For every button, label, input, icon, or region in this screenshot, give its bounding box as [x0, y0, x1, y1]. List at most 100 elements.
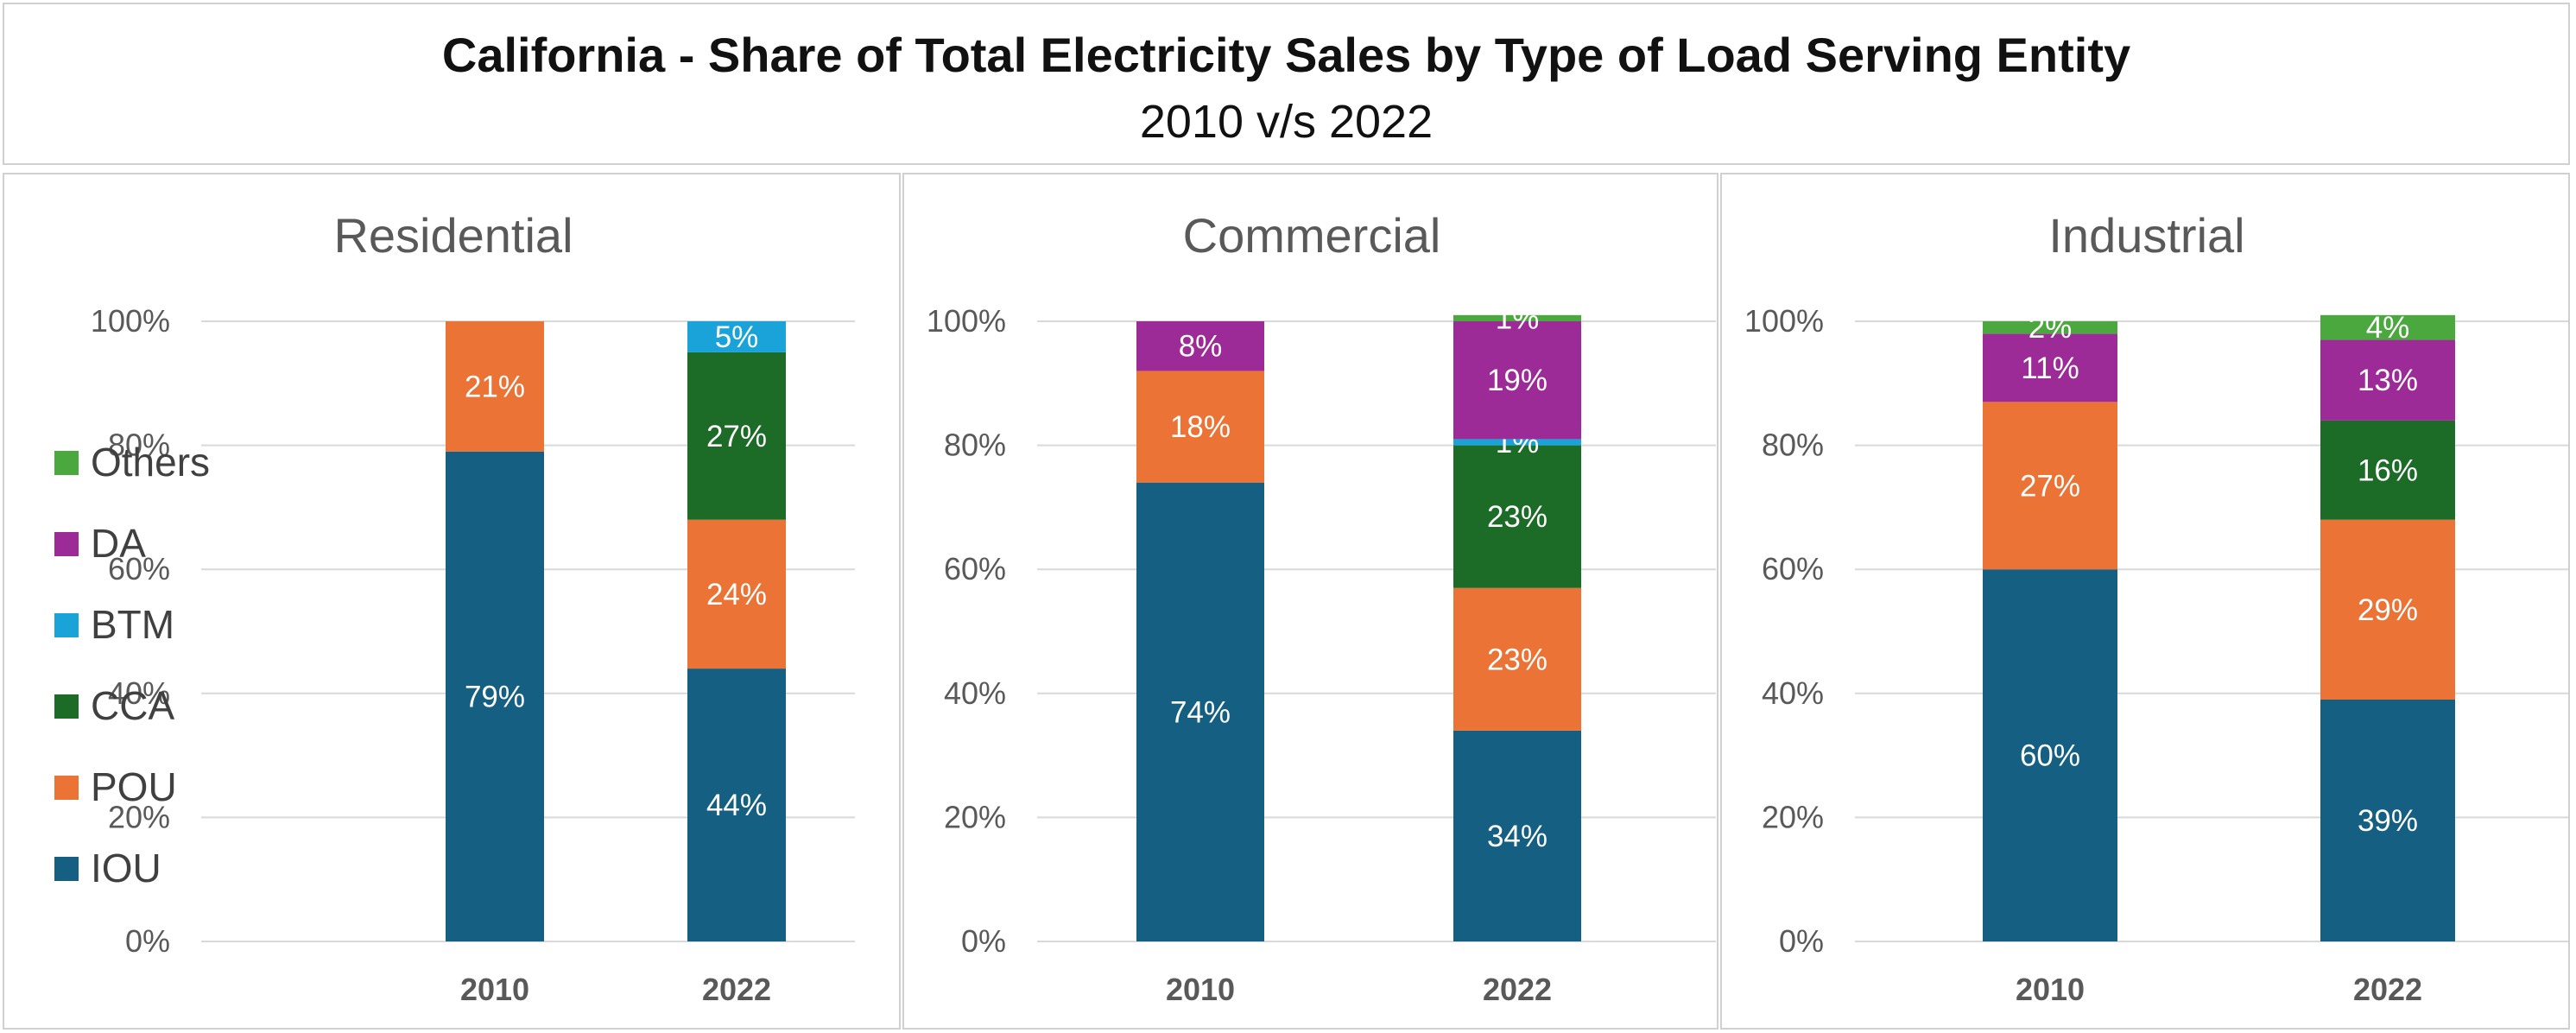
- chart-header: California - Share of Total Electricity …: [3, 3, 2570, 165]
- bar-2022-cca: [687, 352, 786, 520]
- legend-label-da: DA: [91, 521, 146, 566]
- x-category-label: 2010: [460, 972, 529, 1007]
- legend-swatch-da: [54, 532, 79, 556]
- chart-title: California - Share of Total Electricity …: [441, 28, 2131, 82]
- legend-label-cca: CCA: [91, 683, 175, 728]
- data-label: 4%: [2366, 311, 2410, 345]
- commercial-chart: Commercial 0% 20% 40% 60% 80% 100% 74% 18% 8% 2010…: [927, 208, 1716, 1007]
- bar-2010-iou: [1136, 482, 1264, 941]
- bar-2022-cca: [1453, 445, 1581, 588]
- bar-2022-pou: [687, 519, 786, 669]
- data-label: 74%: [1170, 695, 1231, 729]
- industrial-chart: Industrial 0% 20% 40% 60% 80% 100% 60% 27% 11% 2% 2…: [1744, 208, 2568, 1007]
- bar-2022-da: [2320, 339, 2455, 421]
- x-category-label: 2022: [1483, 972, 1552, 1007]
- data-label: 39%: [2358, 804, 2418, 838]
- bar-2010-iou: [1983, 569, 2117, 941]
- data-label: 79%: [465, 680, 525, 713]
- residential-chart: Residential 0% 20% 40% 60% 80% 100% 79% 21% 2010 4…: [91, 208, 855, 1007]
- x-category-label: 2010: [2016, 972, 2085, 1007]
- y-tick-label: 40%: [1762, 675, 1824, 711]
- y-tick-label: 60%: [1762, 551, 1824, 586]
- residential-panel: Residential 0% 20% 40% 60% 80% 100% 79% 21% 2010 4…: [3, 173, 901, 1030]
- y-tick-label: 60%: [108, 551, 170, 586]
- legend-item-pou: POU: [47, 750, 255, 831]
- data-label: 27%: [2020, 469, 2080, 503]
- y-tick-label: 80%: [1762, 428, 1824, 463]
- data-label: 5%: [715, 320, 759, 354]
- y-tick-label: 100%: [91, 303, 170, 339]
- data-label: 21%: [465, 370, 525, 403]
- bar-2010-pou: [1983, 402, 2117, 570]
- bar-2022-pou: [1453, 587, 1581, 731]
- bar-2010-iou: [446, 451, 544, 941]
- bar-2010-da: [1136, 321, 1264, 371]
- data-label: 18%: [1170, 410, 1231, 444]
- x-category-label: 2022: [2353, 972, 2422, 1007]
- data-label: 13%: [2358, 364, 2418, 397]
- data-label: 1%: [1496, 301, 1540, 335]
- industrial-panel: Industrial 0% 20% 40% 60% 80% 100% 60% 27% 11% 2% 2…: [1720, 173, 2570, 1030]
- data-label: 2%: [2029, 311, 2073, 345]
- legend-label-btm: BTM: [91, 602, 175, 647]
- y-tick-label: 80%: [108, 428, 170, 463]
- bar-2022-btm: [687, 321, 786, 352]
- y-tick-label: 0%: [961, 923, 1006, 959]
- data-label: 60%: [2020, 739, 2080, 773]
- bar-2010-da: [1983, 333, 2117, 402]
- bar-2010-pou: [446, 321, 544, 452]
- y-tick-label: 100%: [1744, 303, 1824, 339]
- y-tick-label: 0%: [1779, 923, 1824, 959]
- bar-2022-da: [1453, 321, 1581, 440]
- data-label: 27%: [706, 420, 767, 453]
- legend-label-pou: POU: [91, 764, 177, 809]
- data-label: 16%: [2358, 453, 2418, 487]
- bar-2022-iou: [1453, 730, 1581, 941]
- bar-2022-pou: [2320, 519, 2455, 700]
- legend-swatch-cca: [54, 694, 79, 719]
- y-tick-label: 0%: [125, 923, 170, 959]
- bar-2010-others: [1983, 321, 2117, 334]
- legend-swatch-iou: [54, 857, 79, 881]
- legend-item-cca: CCA: [47, 669, 255, 750]
- data-label: 23%: [1487, 500, 1547, 534]
- legend: Others DA BTM CCA POU IOU: [47, 425, 255, 912]
- chart-subtitle: 2010 v/s 2022: [1139, 96, 1434, 148]
- data-label: 11%: [2021, 352, 2079, 385]
- legend-item-btm: BTM: [47, 587, 255, 669]
- legend-swatch-btm: [54, 613, 79, 637]
- commercial-title: Commercial: [1183, 208, 1441, 263]
- bar-2022-cca: [2320, 420, 2455, 520]
- commercial-panel: Commercial 0% 20% 40% 60% 80% 100% 74% 18% 8% 2010…: [902, 173, 1718, 1030]
- data-label: 24%: [706, 578, 767, 612]
- legend-item-da: DA: [47, 506, 255, 587]
- bar-2022-others: [2320, 314, 2455, 340]
- bar-2022-iou: [687, 669, 786, 941]
- y-tick-label: 40%: [108, 675, 170, 711]
- data-label: 8%: [1179, 330, 1223, 364]
- legend-item-iou: IOU: [47, 831, 255, 912]
- y-tick-label: 20%: [944, 799, 1006, 834]
- data-label: 19%: [1487, 364, 1547, 397]
- data-label: 23%: [1487, 643, 1547, 676]
- data-label: 29%: [2358, 593, 2418, 627]
- bar-2022-iou: [2320, 699, 2455, 941]
- legend-item-others: Others: [47, 425, 255, 506]
- legend-label-iou: IOU: [91, 846, 161, 890]
- legend-swatch-pou: [54, 776, 79, 800]
- industrial-title: Industrial: [2048, 208, 2244, 263]
- y-tick-label: 20%: [1762, 799, 1824, 834]
- y-tick-label: 100%: [927, 303, 1006, 339]
- residential-title: Residential: [333, 208, 573, 263]
- x-category-label: 2022: [702, 972, 771, 1007]
- bar-2022-btm: [1453, 439, 1581, 446]
- y-tick-label: 20%: [108, 799, 170, 834]
- y-tick-label: 40%: [944, 675, 1006, 711]
- bar-2010-pou: [1136, 371, 1264, 483]
- x-category-label: 2010: [1166, 972, 1235, 1007]
- legend-label-others: Others: [91, 440, 211, 485]
- y-tick-label: 60%: [944, 551, 1006, 586]
- bar-2022-others: [1453, 314, 1581, 321]
- legend-swatch-others: [54, 451, 79, 475]
- y-tick-label: 80%: [944, 428, 1006, 463]
